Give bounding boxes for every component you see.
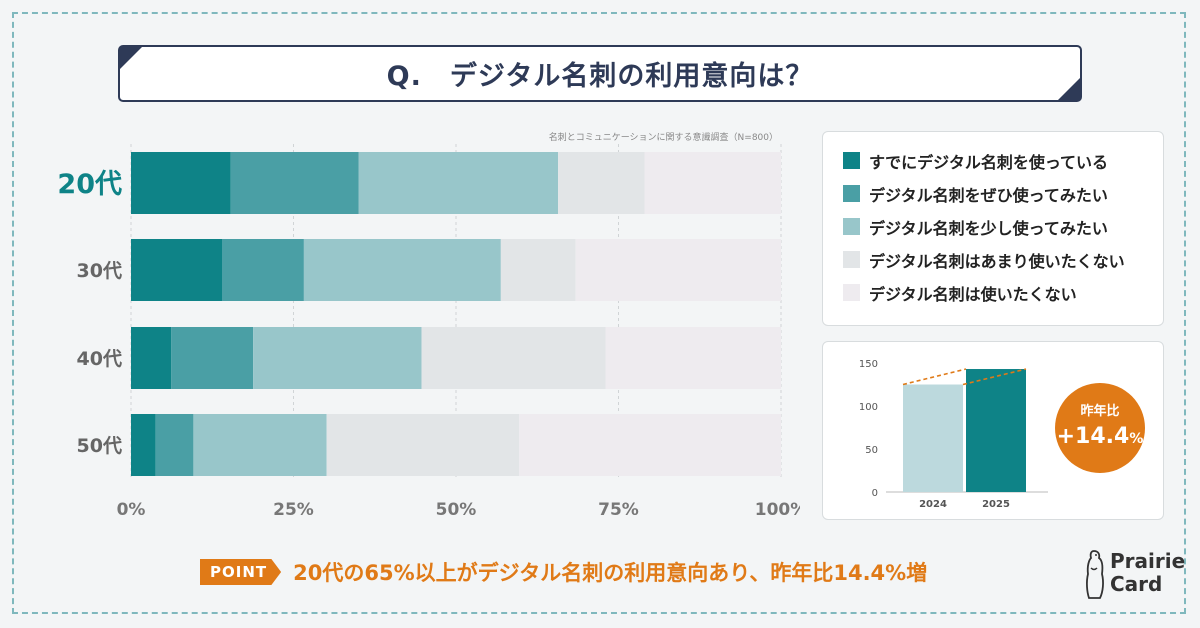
bar-segment [605, 327, 781, 389]
bar-segment [193, 414, 327, 476]
yoy-bar-chart: 0 50 100 150 2024 2025 昨年比 +14.4% [859, 359, 1145, 510]
bar-segment [575, 239, 781, 301]
trend-line [902, 368, 967, 386]
bar-segment [230, 152, 359, 214]
bar-segment [303, 239, 501, 301]
bar-segment [171, 327, 254, 389]
logo-line1: Prairie [1110, 549, 1186, 573]
badge-unit: % [1129, 431, 1143, 447]
legend-label: デジタル名刺はあまり使いたくない [869, 251, 1125, 271]
bar-segment [131, 414, 156, 476]
mini-y-tick: 100 [859, 402, 878, 413]
mini-y-tick: 0 [872, 488, 878, 499]
point-text: 20代の65%以上がデジタル名刺の利用意向あり、昨年比14.4%増 [293, 561, 928, 585]
legend-item: デジタル名刺をぜひ使ってみたい [843, 177, 1163, 210]
growth-badge [1055, 383, 1145, 473]
category-label: 20代 [57, 169, 122, 200]
point-footer: POINT 20代の65%以上がデジタル名刺の利用意向あり、昨年比14.4%増 [200, 557, 927, 587]
bar-segment [326, 414, 520, 476]
x-tick-label: 100% [755, 500, 800, 520]
x-tick-label: 0% [117, 500, 146, 520]
bar-segment [222, 239, 304, 301]
category-label: 40代 [77, 348, 122, 370]
legend-panel: すでにデジタル名刺を使っている デジタル名刺をぜひ使ってみたい デジタル名刺を少し使… [822, 131, 1164, 326]
legend-item: デジタル名刺は使いたくない [843, 276, 1163, 309]
bar-segment [131, 327, 172, 389]
bar-segment [253, 327, 422, 389]
bar-segment [644, 152, 781, 214]
legend-item: デジタル名刺を少し使ってみたい [843, 210, 1163, 243]
trend-line [962, 368, 1027, 386]
bar-segment [131, 152, 231, 214]
point-tag: POINT [200, 559, 282, 585]
mini-x-tick: 2024 [919, 499, 947, 510]
corner-decoration-top-left [120, 47, 142, 69]
mini-x-tick: 2025 [982, 499, 1010, 510]
source-note: 名刺とコミュニケーションに関する意識調査（N=800） [548, 133, 778, 143]
legend-item: デジタル名刺はあまり使いたくない [843, 243, 1163, 276]
badge-label: 昨年比 [1080, 403, 1119, 419]
legend-swatch [843, 185, 860, 202]
corner-decoration-bottom-right [1058, 78, 1080, 100]
badge-number: +14.4 [1057, 424, 1130, 449]
logo-text: Prairie Card [1110, 550, 1185, 596]
bar-segment [558, 152, 645, 214]
question-title-box: Q. デジタル名刺の利用意向は？ [118, 45, 1082, 102]
bar-segment [421, 327, 606, 389]
mini-bar [966, 369, 1026, 492]
legend-swatch [843, 251, 860, 268]
x-tick-label: 50% [436, 500, 477, 520]
mini-chart-panel: 0 50 100 150 2024 2025 昨年比 +14.4% [822, 341, 1164, 520]
prairie-card-logo: Prairie Card [1082, 548, 1185, 600]
legend-label: デジタル名刺をぜひ使ってみたい [869, 185, 1108, 205]
category-label: 30代 [77, 260, 122, 282]
legend-item: すでにデジタル名刺を使っている [843, 144, 1163, 177]
legend-label: デジタル名刺を少し使ってみたい [869, 218, 1108, 238]
mini-bar [903, 384, 963, 492]
logo-line2: Card [1110, 572, 1163, 596]
mini-y-tick: 50 [865, 445, 878, 456]
legend-label: すでにデジタル名刺を使っている [869, 152, 1109, 172]
legend-swatch [843, 152, 860, 169]
bar-segment [131, 239, 222, 301]
bar-segment [500, 239, 576, 301]
bar-segment [155, 414, 194, 476]
mini-y-tick: 150 [859, 359, 878, 370]
page-title: Q. デジタル名刺の利用意向は？ [386, 61, 814, 92]
bar-segment [519, 414, 781, 476]
x-tick-label: 75% [598, 500, 639, 520]
badge-value: +14.4% [1057, 424, 1144, 449]
stacked-bar-chart: 20代 30代 40代 50代 0% 25% 50% 75% 100% [57, 144, 800, 520]
category-label: 50代 [77, 435, 122, 457]
legend-label: デジタル名刺は使いたくない [869, 284, 1077, 304]
legend-swatch [843, 284, 860, 301]
dashed-frame [12, 12, 1186, 614]
x-tick-label: 25% [273, 500, 314, 520]
legend-swatch [843, 218, 860, 235]
prairie-dog-icon [1086, 550, 1104, 599]
bar-segment [358, 152, 559, 214]
